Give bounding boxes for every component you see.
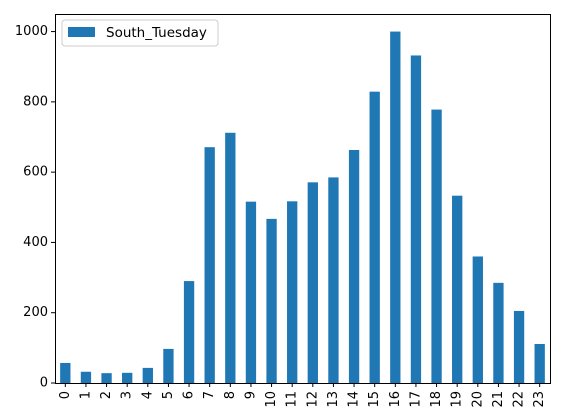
x-tick-label: 23 bbox=[532, 391, 547, 408]
bar-7 bbox=[204, 147, 215, 383]
x-tick-label: 6 bbox=[182, 391, 197, 399]
x-tick-label: 3 bbox=[120, 391, 135, 399]
bar-20 bbox=[472, 256, 483, 383]
x-tick-label: 15 bbox=[367, 391, 382, 408]
bar-3 bbox=[122, 372, 133, 383]
x-tick-label: 14 bbox=[347, 391, 362, 408]
bar-23 bbox=[534, 343, 545, 383]
x-tick-label: 2 bbox=[99, 391, 114, 399]
bar-2 bbox=[101, 373, 112, 383]
x-tick-label: 20 bbox=[470, 391, 485, 408]
bar-4 bbox=[142, 367, 153, 383]
axes-frame bbox=[55, 14, 551, 384]
y-tick-label: 0 bbox=[40, 376, 48, 391]
y-tick-label: 1000 bbox=[15, 24, 48, 39]
bar-8 bbox=[225, 132, 236, 383]
bar-9 bbox=[245, 201, 257, 383]
x-tick-label: 22 bbox=[512, 391, 527, 408]
x-tick-label: 1 bbox=[78, 391, 93, 399]
bars bbox=[60, 31, 545, 384]
bar-5 bbox=[163, 348, 174, 383]
legend-label: South_Tuesday bbox=[106, 25, 207, 41]
x-tick-label: 16 bbox=[388, 391, 403, 408]
bar-16 bbox=[390, 31, 401, 383]
bar-13 bbox=[328, 177, 339, 383]
bar-19 bbox=[452, 195, 463, 383]
bar-12 bbox=[307, 182, 318, 383]
bar-18 bbox=[431, 109, 442, 384]
bar-6 bbox=[183, 281, 195, 383]
x-tick-label: 4 bbox=[140, 391, 155, 399]
bar-15 bbox=[369, 91, 380, 383]
y-tick-label: 800 bbox=[23, 94, 48, 109]
bar-1 bbox=[80, 371, 92, 383]
bar-0 bbox=[60, 362, 71, 383]
x-tick-label: 21 bbox=[491, 391, 506, 408]
bar-10 bbox=[266, 218, 277, 383]
x-tick-label: 5 bbox=[161, 391, 176, 399]
bar-17 bbox=[410, 55, 422, 384]
x-tick-label: 12 bbox=[305, 391, 320, 408]
bar-21 bbox=[493, 282, 504, 383]
y-tick-label: 200 bbox=[23, 305, 48, 320]
y-tick-label: 600 bbox=[23, 165, 48, 180]
bar-14 bbox=[348, 150, 360, 383]
x-tick-label: 10 bbox=[264, 391, 279, 408]
x-tick-label: 13 bbox=[326, 391, 341, 408]
legend-box bbox=[61, 19, 219, 47]
x-tick-label: 8 bbox=[223, 391, 238, 399]
y-axis-ticks: 0 200 400 600 800 1000 bbox=[15, 24, 55, 391]
x-tick-label: 7 bbox=[202, 391, 217, 399]
bar-11 bbox=[287, 201, 298, 383]
legend-swatch bbox=[68, 27, 95, 37]
x-tick-label: 19 bbox=[450, 391, 465, 408]
x-tick-label: 17 bbox=[408, 391, 423, 408]
bar-22 bbox=[513, 310, 525, 383]
legend: South_Tuesday bbox=[61, 19, 219, 47]
y-tick-label: 400 bbox=[23, 235, 48, 250]
x-tick-label: 11 bbox=[285, 391, 300, 408]
x-axis-ticks: 0 1 2 3 4 5 6 7 8 9 10 11 12 13 14 15 16 17 18 19 20 21 22 23 bbox=[58, 383, 547, 408]
x-tick-label: 9 bbox=[243, 391, 258, 399]
x-tick-label: 0 bbox=[58, 391, 73, 399]
x-tick-label: 18 bbox=[429, 391, 444, 408]
